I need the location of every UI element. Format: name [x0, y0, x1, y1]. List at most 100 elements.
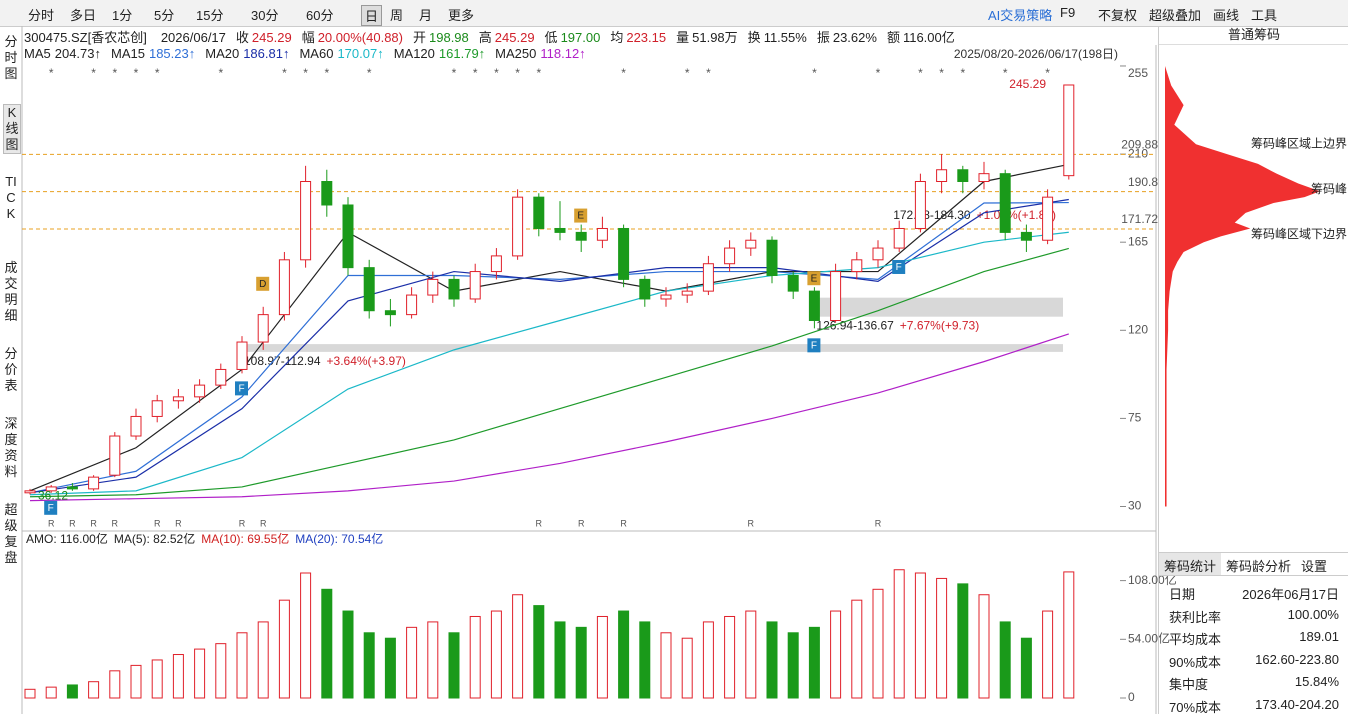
volume-bar	[512, 594, 524, 699]
candle-body	[24, 490, 36, 494]
tool-button[interactable]: 不复权	[1098, 8, 1138, 23]
tool-button[interactable]: 工具	[1251, 8, 1278, 23]
field-value: 245.29	[494, 30, 535, 45]
candle-body	[787, 274, 799, 292]
r-mark: R	[578, 518, 585, 528]
period-tab[interactable]: 更多	[448, 8, 475, 23]
period-tab[interactable]: 60分	[306, 8, 334, 23]
low-price: 36.12	[38, 489, 68, 503]
volume-bar	[618, 610, 630, 699]
candle-body	[554, 227, 566, 233]
period-tab[interactable]: 月	[419, 8, 433, 23]
star: *	[473, 66, 478, 80]
volume-bar	[914, 572, 926, 699]
row-label: 90%成本	[1169, 654, 1222, 670]
volume-bar	[745, 610, 757, 699]
star: *	[324, 66, 329, 80]
field-value: 245.29	[251, 30, 292, 45]
field-value: 197.00	[560, 30, 601, 45]
signal-label: F	[896, 262, 902, 273]
candle-body	[278, 259, 290, 316]
tool-button[interactable]: 超级叠加	[1149, 8, 1202, 23]
star: *	[812, 66, 817, 80]
candle-body	[999, 173, 1011, 233]
field-label: 均	[610, 30, 624, 45]
y-tick-label: 120	[1128, 322, 1148, 336]
tool-button[interactable]: F9	[1060, 5, 1076, 20]
period-tab[interactable]: 多日	[70, 8, 97, 23]
y-tick-label: 165	[1128, 234, 1148, 248]
side-tab[interactable]: TICK	[5, 174, 17, 221]
candle-body	[1042, 196, 1054, 241]
row-label: 获利比率	[1169, 609, 1222, 625]
volume-title: AMO: 116.00亿	[26, 531, 108, 546]
candle-body	[533, 196, 545, 229]
volume-ma: MA(5): 82.52亿	[114, 531, 195, 546]
volume-bar	[490, 610, 502, 699]
chip-tabs: 筹码统计 筹码龄分析 设置	[1159, 552, 1348, 576]
period-tab[interactable]: 5分	[154, 8, 175, 23]
ma-line	[29, 333, 1069, 502]
volume-bar	[830, 610, 842, 699]
field-label: 低	[544, 30, 558, 45]
volume-bar	[427, 621, 439, 699]
volume-bar	[24, 688, 36, 699]
level-label: 209.88	[1121, 137, 1158, 151]
band-label: 108.97-112.94 +3.64%(+3.97)	[244, 354, 406, 368]
side-tab[interactable]: 分价表	[4, 346, 18, 393]
chip-tab[interactable]: 筹码龄分析	[1226, 559, 1292, 574]
candle-body	[66, 486, 78, 490]
period-tab[interactable]: 周	[390, 8, 404, 23]
candle-body	[978, 173, 990, 182]
level-label: 190.8	[1128, 175, 1158, 189]
period-tab[interactable]: 1分	[112, 8, 133, 23]
period-tab[interactable]: 15分	[196, 8, 224, 23]
volume-bar	[724, 615, 736, 699]
signal-label: D	[259, 279, 266, 290]
period-tab[interactable]: 日	[361, 5, 383, 26]
chip-tab[interactable]: 筹码统计	[1159, 553, 1222, 575]
candle-body	[702, 263, 714, 292]
tool-button[interactable]: AI交易策略	[988, 8, 1053, 23]
field-label: 振	[816, 30, 830, 45]
ma-line	[29, 231, 1069, 496]
candle-body	[1020, 231, 1032, 241]
side-tab[interactable]: 成交明细	[4, 260, 18, 323]
band	[242, 344, 1063, 352]
side-tab[interactable]: 深度资料	[4, 416, 18, 479]
ma-name: MA60	[299, 46, 334, 61]
r-mark: R	[748, 518, 755, 528]
volume-bar	[342, 610, 354, 699]
row-value: 15.84%	[1294, 674, 1339, 689]
chip-label: 筹码峰区域下边界	[1251, 227, 1347, 241]
band-change: +7.67%(+9.73)	[900, 319, 979, 333]
band	[814, 297, 1063, 317]
field-label: 额	[886, 30, 900, 45]
ma-line	[29, 201, 1069, 494]
toolbar: 分时 多日 1分 5分 15分 30分 60分 日周月更多 AI交易策略 F9 不复权 超级叠加 画线工…	[0, 0, 1348, 27]
side-tab[interactable]: 超级复盘	[4, 502, 18, 565]
star: *	[706, 66, 711, 80]
star: *	[91, 66, 96, 80]
period-tab[interactable]: 分时	[28, 8, 55, 23]
candle-body	[872, 247, 884, 261]
side-tab[interactable]: 分时图	[4, 34, 18, 81]
volume-bar	[469, 615, 481, 699]
ma-line	[29, 198, 1069, 494]
r-mark: R	[175, 518, 182, 528]
volume-bar	[872, 588, 884, 699]
ma-name: MA250	[495, 46, 537, 61]
volume-bar	[384, 637, 396, 699]
star: *	[621, 66, 626, 80]
period-tab[interactable]: 30分	[251, 8, 279, 23]
candle-body	[1063, 84, 1075, 177]
chip-tab[interactable]: 设置	[1301, 559, 1328, 574]
star: *	[939, 66, 944, 80]
field-value: 20.00%(40.88)	[317, 30, 403, 45]
ma-value: 161.79↑	[438, 46, 486, 61]
side-tab[interactable]: K线图	[3, 104, 21, 154]
star: *	[494, 66, 499, 80]
tool-button[interactable]: 画线	[1213, 8, 1240, 23]
candle-body	[808, 290, 820, 322]
chip-profile	[1165, 65, 1320, 507]
